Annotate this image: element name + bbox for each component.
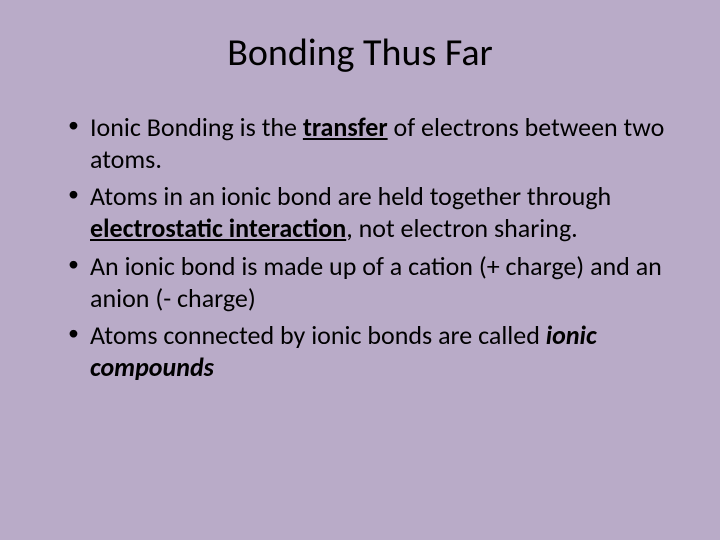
bullet-text-emph: electrostatic interaction [90,212,346,244]
list-item: Atoms connected by ionic bonds are calle… [68,320,672,383]
list-item: Atoms in an ionic bond are held together… [68,181,672,244]
bullet-text-emph: transfer [303,111,388,143]
bullet-text-pre: Ionic Bonding is the [90,111,303,143]
slide-title: Bonding Thus Far [48,30,672,76]
bullet-text-pre: An ionic bond is made up of a cation (+ … [90,250,662,314]
bullet-text-post: , not electron sharing. [346,212,578,244]
slide: Bonding Thus Far Ionic Bonding is the tr… [0,0,720,540]
list-item: An ionic bond is made up of a cation (+ … [68,251,672,314]
list-item: Ionic Bonding is the transfer of electro… [68,112,672,175]
bullet-list: Ionic Bonding is the transfer of electro… [48,112,672,384]
bullet-text-pre: Atoms in an ionic bond are held together… [90,180,611,212]
bullet-text-pre: Atoms connected by ionic bonds are calle… [90,319,546,351]
